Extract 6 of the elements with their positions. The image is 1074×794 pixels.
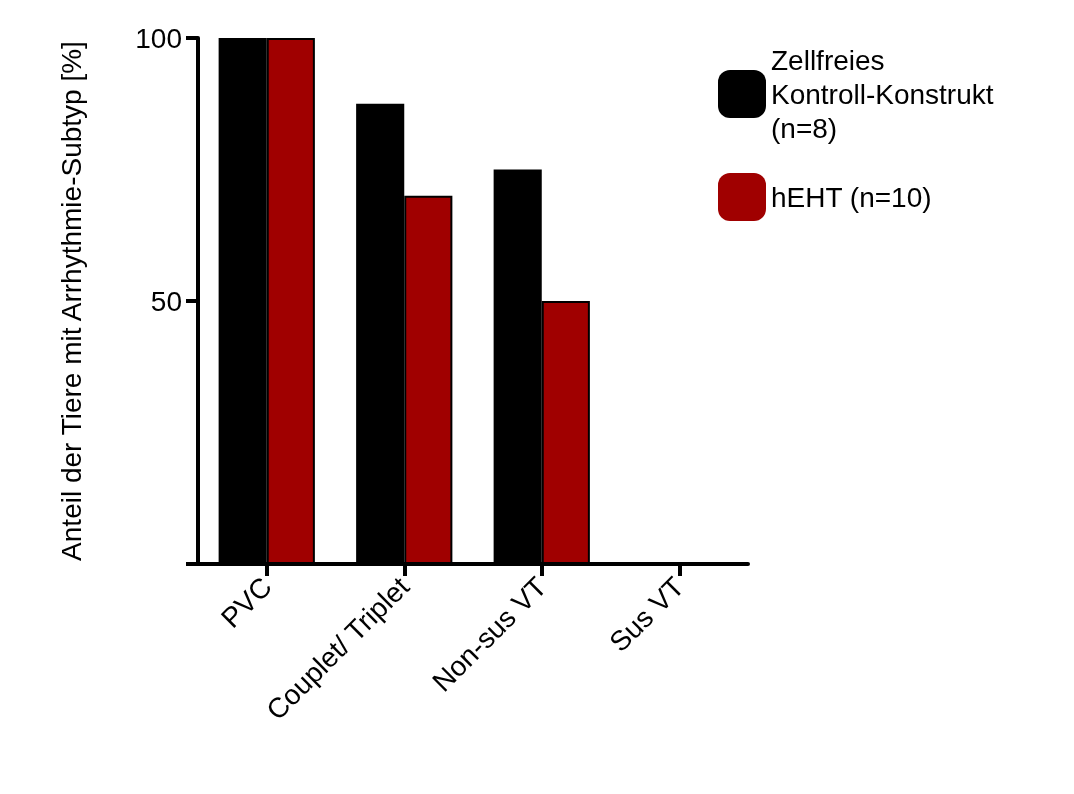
legend-label: hEHT (n=10) — [771, 181, 932, 213]
y-tick-label: 50 — [150, 285, 182, 317]
y-axis-title: Anteil der Tiere mit Arrhythmie-Subtyp [%] — [55, 41, 87, 561]
x-tick-label: Sus VT — [603, 571, 691, 658]
legend-label: Zellfreies Kontroll-Konstrukt (n=8) — [771, 44, 1002, 144]
y-tick-label: 100 — [135, 22, 182, 54]
